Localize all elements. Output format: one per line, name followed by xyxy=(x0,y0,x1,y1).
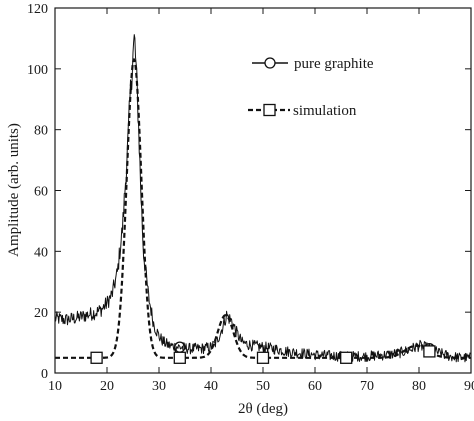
series-line-pure-graphite xyxy=(55,34,471,363)
x-tick-label: 30 xyxy=(152,379,166,394)
x-tick-label: 40 xyxy=(204,379,218,394)
y-tick-label: 20 xyxy=(34,306,48,321)
legend-label-simulation: simulation xyxy=(293,103,357,119)
x-axis: 10 20 30 40 50 60 70 80 90 xyxy=(48,8,474,394)
y-tick-label: 0 xyxy=(41,367,48,382)
y-tick-label: 80 xyxy=(34,124,48,139)
y-tick-label: 40 xyxy=(34,245,48,260)
y-tick-label: 120 xyxy=(27,2,48,17)
marker-simulation xyxy=(173,351,186,364)
legend-marker-circle xyxy=(264,57,276,69)
x-tick-label: 70 xyxy=(360,379,374,394)
marker-simulation xyxy=(423,345,436,358)
x-tick-label: 60 xyxy=(308,379,322,394)
x-tick-label: 20 xyxy=(100,379,114,394)
marker-simulation xyxy=(256,351,270,364)
series-line-simulation xyxy=(55,57,471,359)
legend: pure graphite simulation xyxy=(248,56,374,119)
y-axis-title: Amplitude (arb. units) xyxy=(6,123,22,257)
x-tick-label: 50 xyxy=(256,379,270,394)
series-layer xyxy=(55,34,471,363)
y-tick-label: 100 xyxy=(27,63,48,78)
x-axis-title: 2θ (deg) xyxy=(238,401,288,417)
marker-simulation xyxy=(90,351,103,364)
y-tick-label: 60 xyxy=(34,185,48,200)
x-tick-label: 90 xyxy=(464,379,474,394)
marker-layer xyxy=(90,341,436,364)
y-axis: 0 20 40 60 80 100 120 xyxy=(27,2,471,382)
x-tick-label: 80 xyxy=(412,379,426,394)
x-tick-label: 10 xyxy=(48,379,62,394)
marker-simulation xyxy=(340,351,353,364)
legend-label-pure-graphite: pure graphite xyxy=(294,56,374,72)
legend-marker-square xyxy=(263,103,276,117)
